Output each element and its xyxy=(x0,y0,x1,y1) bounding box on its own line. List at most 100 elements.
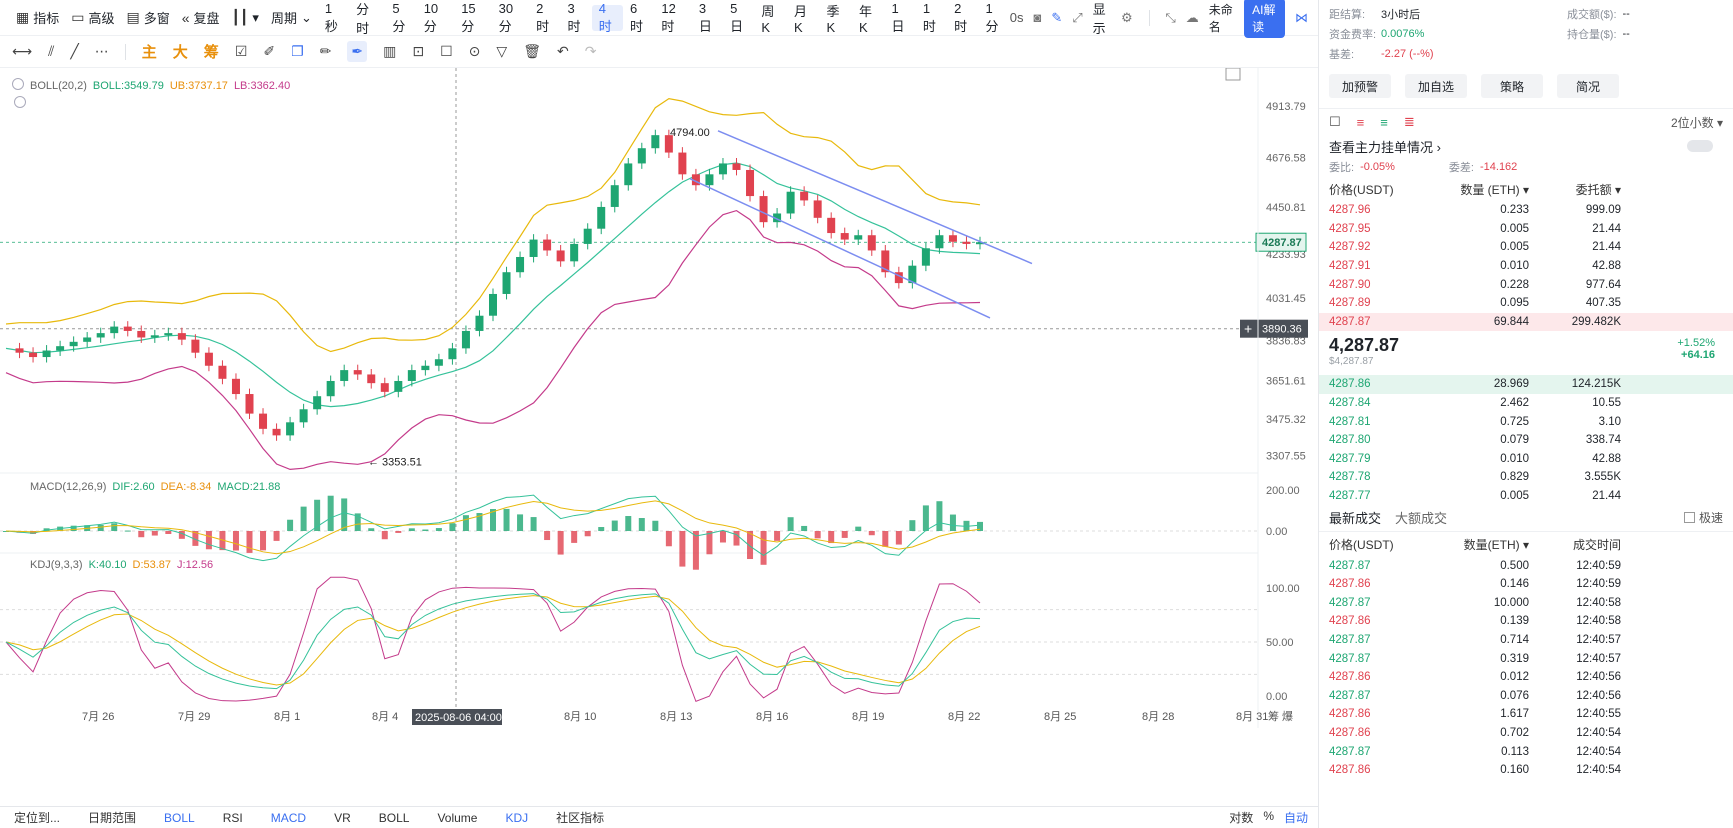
redo-icon[interactable]: ↷ xyxy=(584,43,597,59)
period-9[interactable]: 6时 xyxy=(630,0,644,34)
filter-icon[interactable]: ▽ xyxy=(496,43,508,59)
trash-icon[interactable]: 🗑 xyxy=(523,43,541,59)
collapse-icon[interactable] xyxy=(12,78,24,90)
chip-tool-button[interactable]: 筹 xyxy=(203,44,219,61)
share-icon[interactable]: ⋈ xyxy=(1295,9,1308,25)
gear-icon[interactable]: ⚙ xyxy=(1120,9,1133,25)
log-scale-button[interactable]: 对数 xyxy=(1229,811,1254,825)
strategy-button[interactable]: 策略 xyxy=(1481,74,1543,98)
period-17[interactable]: 1日 xyxy=(891,0,905,34)
tab-volume[interactable]: Volume xyxy=(437,810,478,825)
period-2[interactable]: 5分 xyxy=(392,0,406,34)
book-both-icon[interactable]: ☐ xyxy=(1329,114,1341,129)
toolbar-candle-type-button[interactable]: ┃┃ ▾ xyxy=(231,9,259,25)
period-10[interactable]: 12时 xyxy=(661,0,676,34)
period-11[interactable]: 3日 xyxy=(698,0,712,34)
cloud-icon[interactable]: ☁ xyxy=(1185,9,1199,25)
toolbar-multi-window-button[interactable]: ▤ 多窗 xyxy=(126,9,170,26)
date-range-button[interactable]: 日期范围 xyxy=(88,811,137,825)
period-3[interactable]: 10分 xyxy=(423,0,439,34)
orderbook-row[interactable]: 4287.95 0.005 21.44 xyxy=(1329,222,1621,235)
tab-large-trades[interactable]: 大额成交 xyxy=(1395,510,1448,526)
period-20[interactable]: 1分 xyxy=(985,0,999,34)
period-15[interactable]: 季K xyxy=(826,3,840,35)
orderbook-row[interactable]: 4287.77 0.005 21.44 xyxy=(1329,490,1621,503)
book-bids-icon[interactable]: ≡ xyxy=(1380,114,1388,130)
tab-rsi[interactable]: RSI xyxy=(222,810,243,825)
camera-icon[interactable]: ◙ xyxy=(1033,10,1042,25)
orderbook-row[interactable]: 4287.90 0.228 977.64 xyxy=(1329,278,1621,291)
toolbar-indicator-button[interactable]: ▦ 指标 xyxy=(16,9,60,26)
period-4[interactable]: 15分 xyxy=(461,0,476,34)
watch-toggle[interactable] xyxy=(1687,140,1713,152)
pen-icon[interactable]: ✎ xyxy=(1051,9,1063,25)
price-chart-svg[interactable]: 4913.79 4676.58 4450.81 4233.93 4031.45 3836.… xyxy=(0,68,1318,804)
orderbook-row[interactable]: 4287.79 0.010 42.88 xyxy=(1329,452,1621,465)
ai-interpret-button[interactable]: AI解读 xyxy=(1244,0,1285,38)
orderbook-row[interactable]: 4287.80 0.079 338.74 xyxy=(1329,434,1621,447)
undo-icon[interactable]: ↶ xyxy=(556,43,569,59)
period-13[interactable]: 周K xyxy=(761,3,775,35)
eye-icon[interactable] xyxy=(14,96,26,108)
parallel-line-icon[interactable]: ⫽ xyxy=(48,43,55,59)
period-16[interactable]: 年K xyxy=(859,3,873,35)
toolbar-period-dropdown[interactable]: 周期 ⌄ xyxy=(270,9,312,27)
add-favorite-button[interactable]: 加自选 xyxy=(1405,74,1467,98)
period-18[interactable]: 1时 xyxy=(922,0,936,34)
tab-community-indicators[interactable]: 社区指标 xyxy=(556,811,605,825)
expand-icon[interactable]: ⤢ xyxy=(1072,9,1083,25)
chart-area[interactable]: 4913.79 4676.58 4450.81 4233.93 4031.45 3836.… xyxy=(0,68,1318,804)
orderbook-row[interactable]: 4287.86 28.969 124.215K xyxy=(1319,375,1733,394)
tab-kdj[interactable]: KDJ xyxy=(505,810,529,825)
watch-main-orders[interactable]: 查看主力挂单情况 › xyxy=(1319,135,1733,157)
percent-scale-button[interactable]: % xyxy=(1263,809,1274,823)
period-0[interactable]: 1秒 xyxy=(324,0,338,34)
display-button[interactable]: 显示 xyxy=(1092,1,1106,36)
copy-icon[interactable]: ❐ xyxy=(291,43,304,59)
period-6[interactable]: 2时 xyxy=(536,0,550,34)
orderbook-row[interactable]: 4287.96 0.233 999.09 xyxy=(1329,204,1621,217)
lock-icon[interactable]: ⊡ xyxy=(412,43,425,59)
period-5[interactable]: 30分 xyxy=(498,0,514,34)
tab-macd[interactable]: MACD xyxy=(270,810,307,825)
locate-button[interactable]: 定位到... xyxy=(14,811,61,825)
fast-mode-checkbox[interactable]: 极速 xyxy=(1683,509,1723,526)
ruler-icon[interactable]: ✏ xyxy=(319,43,332,59)
period-12[interactable]: 5日 xyxy=(730,0,744,34)
orderbook-row[interactable]: 4287.92 0.005 21.44 xyxy=(1329,241,1621,254)
toolbar-advanced-button[interactable]: ▭ 高级 xyxy=(71,9,115,26)
edit-icon[interactable]: ☑ xyxy=(234,43,248,59)
tab-latest-trades[interactable]: 最新成交 xyxy=(1329,510,1382,526)
period-7[interactable]: 3时 xyxy=(567,0,581,34)
toolbar-replay-button[interactable]: «复盘 xyxy=(181,9,220,27)
orderbook-row[interactable]: 4287.84 2.462 10.55 xyxy=(1329,397,1621,410)
fullscreen-icon[interactable]: ⤡ xyxy=(1165,9,1176,25)
more-tools-icon[interactable]: ⋯ xyxy=(94,43,109,59)
auto-scale-button[interactable]: 自动 xyxy=(1283,811,1308,825)
orderbook-row[interactable]: 4287.87 69.844 299.482K xyxy=(1319,312,1733,332)
brush-icon[interactable]: ✐ xyxy=(263,43,276,59)
decimals-dropdown[interactable]: 2位小数 ▾ xyxy=(1670,115,1723,130)
horizontal-line-icon[interactable]: ⟷ xyxy=(12,43,33,59)
orderbook-row[interactable]: 4287.89 0.095 407.35 xyxy=(1329,297,1621,310)
period-8[interactable]: 4时 xyxy=(591,1,624,34)
orderbook-row[interactable]: 4287.78 0.829 3.555K xyxy=(1329,471,1621,484)
tab-boll[interactable]: BOLL xyxy=(164,810,195,825)
book-depth-icon[interactable]: ≣ xyxy=(1403,114,1415,129)
add-alert-button[interactable]: 加预警 xyxy=(1329,74,1391,98)
period-19[interactable]: 2时 xyxy=(954,0,968,34)
note-icon[interactable]: ☐ xyxy=(440,43,453,59)
overview-button[interactable]: 简况 xyxy=(1557,74,1619,98)
period-1[interactable]: 分时 xyxy=(356,1,370,36)
trend-line-icon[interactable]: ╱ xyxy=(70,43,79,59)
orderbook-row[interactable]: 4287.81 0.725 3.10 xyxy=(1329,415,1621,428)
main-tool-button[interactable]: 主 xyxy=(141,44,157,61)
orderbook-row[interactable]: 4287.91 0.010 42.88 xyxy=(1329,260,1621,273)
bars-icon[interactable]: ▥ xyxy=(383,43,397,59)
magnet-icon[interactable]: ⊙ xyxy=(468,43,481,59)
tab-boll-2[interactable]: BOLL xyxy=(378,810,410,825)
book-asks-icon[interactable]: ≡ xyxy=(1356,114,1365,130)
draw-pen-icon[interactable]: ✒ xyxy=(347,41,368,62)
layout-name-dropdown[interactable]: 未命名 xyxy=(1208,2,1233,34)
period-14[interactable]: 月K xyxy=(793,3,807,35)
